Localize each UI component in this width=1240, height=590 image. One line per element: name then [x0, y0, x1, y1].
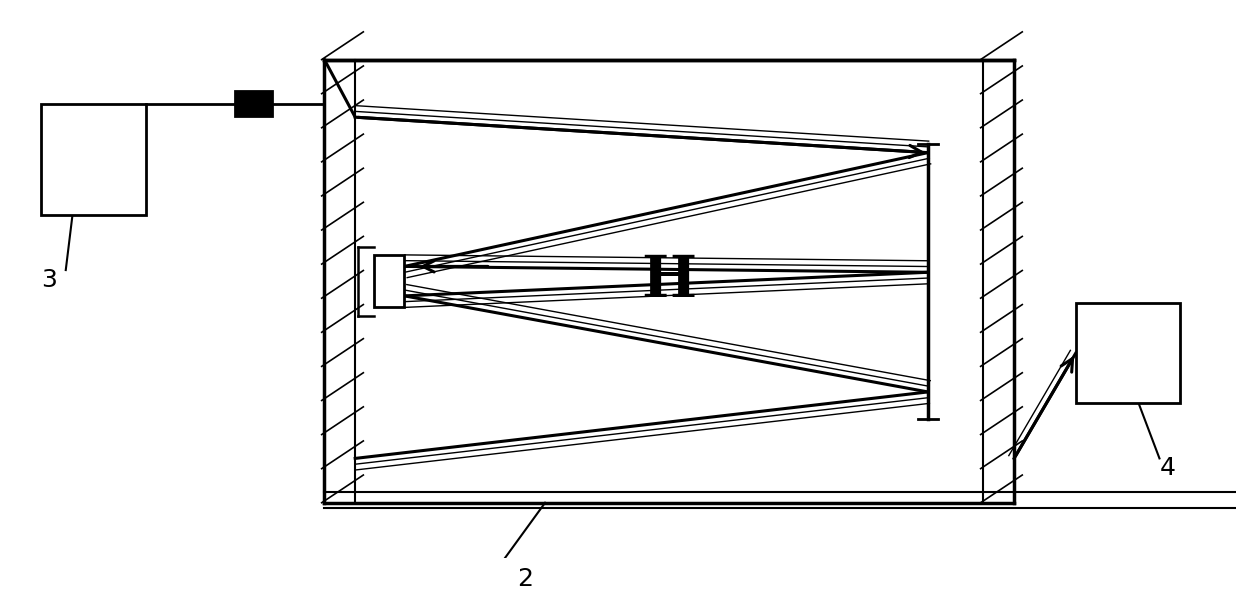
Text: 2: 2 — [517, 567, 533, 590]
Text: 4: 4 — [1159, 456, 1176, 480]
Text: 3: 3 — [41, 268, 57, 291]
Bar — [373, 255, 404, 307]
Bar — [236, 91, 272, 116]
Bar — [41, 104, 146, 215]
Text: H: H — [642, 253, 697, 309]
Bar — [1076, 303, 1180, 403]
